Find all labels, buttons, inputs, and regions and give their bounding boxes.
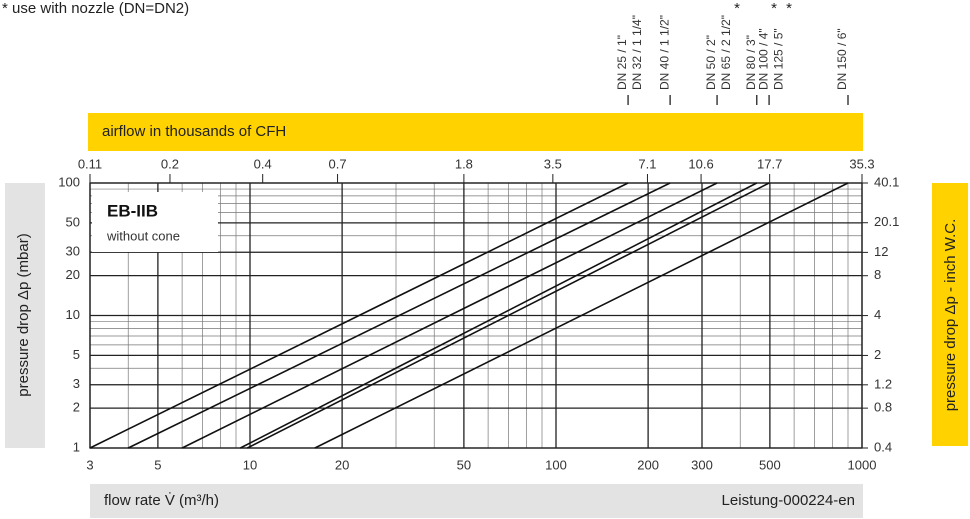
left-box [5,183,45,448]
right-box [932,183,968,446]
y2-tick-label: 1.2 [874,376,892,391]
series-label: DN 25 / 1" [615,35,629,90]
y2-tick-label: 2 [874,347,881,362]
series-label: DN 100 / 4" [756,28,770,90]
x-tick-label: 500 [759,457,781,472]
x2-tick-label: 0.11 [78,156,102,171]
x2-tick-label: 10.6 [688,156,713,171]
y-tick-label: 50 [66,214,80,229]
series-note-mark: * [786,0,792,17]
series-note-mark: * [734,0,740,17]
y2-tick-label: 0.4 [874,439,892,454]
y2-tick-label: 20.1 [874,214,899,229]
series-line [127,182,671,449]
x2-tick-label: 35.3 [849,156,874,171]
series-line [181,182,718,449]
x-tick-label: 300 [691,457,713,472]
series-line [239,182,758,449]
y2-tick-label: 12 [874,244,888,259]
x2-tick-label: 7.1 [638,156,656,171]
series-label: DN 65 / 2 1/2" [719,15,733,90]
x-tick-label: 200 [637,457,659,472]
plot [89,182,849,449]
series-label: DN 32 / 1 1/4" [630,15,644,90]
note: * use with nozzle (DN=DN2) [2,0,189,17]
x2-tick-label: 0.4 [254,156,272,171]
x-tick-label: 3 [86,457,93,472]
x2-tick-label: 1.8 [455,156,473,171]
y-tick-label: 100 [58,174,80,189]
y-tick-label: 3 [73,376,80,391]
y-tick-label: 2 [73,400,80,415]
x-tick-label: 5 [154,457,161,472]
x-tick-label: 50 [457,457,471,472]
x-tick-label: 10 [243,457,257,472]
y-tick-label: 1 [73,439,80,454]
x2-axis-title: airflow in thousands of CFH [102,123,286,140]
bottom-bar [90,484,863,518]
y2-tick-label: 8 [874,267,881,282]
y2-tick-label: 4 [874,307,881,322]
top-banner [88,113,863,151]
x-tick-label: 20 [335,457,349,472]
x2-tick-label: 0.7 [329,156,347,171]
y2-tick-label: 40.1 [874,174,899,189]
x2-tick-label: 0.2 [161,156,179,171]
series-label: DN 80 / 3" [744,35,758,90]
x-axis-title: flow rate V̇ (m³/h) [104,492,219,509]
series-line [246,182,770,449]
doc-id: Leistung-000224-en [722,492,855,509]
y-axis-title: pressure drop Δp (mbar) [15,233,32,396]
y-tick-label: 5 [73,347,80,362]
x-tick-label: 100 [545,457,567,472]
y2-tick-label: 0.8 [874,400,892,415]
y2-axis-title: pressure drop Δp - inch W.C. [942,219,959,412]
grid [89,182,863,449]
y-tick-label: 30 [66,244,80,259]
series-label: DN 40 / 1 1/2" [657,15,671,90]
x2-tick-label: 3.5 [544,156,562,171]
inset-title: EB-IIB [107,201,158,220]
series-note-mark: * [771,0,777,17]
inset-subtitle: without cone [106,228,180,243]
series-label: DN 50 / 2" [704,35,718,90]
inset-box [92,192,218,252]
series-label: DN 125 / 5" [771,28,785,90]
series-line [89,182,629,449]
series-label: DN 150 / 6" [835,28,849,90]
x2-tick-label: 17.7 [757,156,782,171]
x-tick-label: 1000 [848,457,877,472]
y-tick-label: 10 [66,307,80,322]
y-tick-label: 20 [66,267,80,282]
series-line [314,182,849,449]
